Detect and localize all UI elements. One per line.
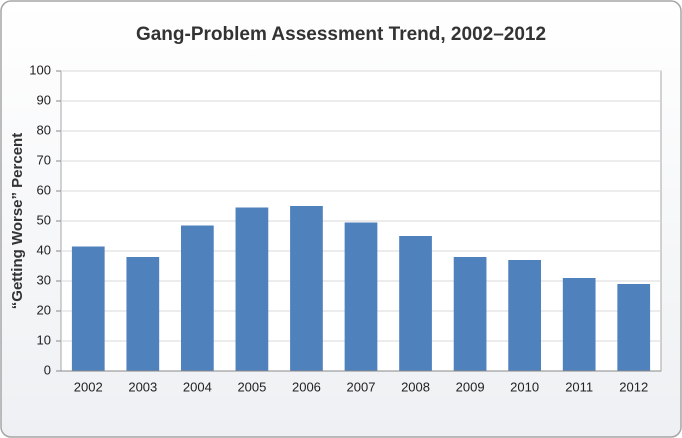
x-tick-label: 2012 [619,379,648,394]
y-tick-label: 60 [37,182,51,197]
x-tick-label: 2004 [183,379,212,394]
x-tick-label: 2003 [128,379,157,394]
x-tick-label: 2011 [565,379,593,394]
chart-title: Gang-Problem Assessment Trend, 2002–2012 [136,24,546,45]
y-tick-label: 20 [37,302,51,317]
bar [453,257,487,371]
bar [71,246,105,371]
x-tick-label: 2005 [237,379,266,394]
y-tick-label: 80 [37,122,51,137]
y-tick-label: 30 [37,272,51,287]
x-tick-label: 2010 [510,379,539,394]
x-tick-label: 2008 [401,379,430,394]
bar [562,278,596,371]
x-tick-label: 2002 [74,379,103,394]
y-tick-label: 70 [37,152,51,167]
x-tick-label: 2007 [347,379,376,394]
bar [126,257,160,371]
y-tick-label: 50 [37,212,51,227]
bar [344,222,378,371]
bar [399,236,432,371]
y-tick-label: 100 [29,62,51,77]
bar [235,207,269,371]
bar [617,284,651,371]
x-tick-label: 2006 [292,379,321,394]
y-tick-label: 90 [37,92,51,107]
bar [290,206,323,371]
y-tick-label: 40 [37,242,51,257]
y-tick-label: 10 [37,332,51,347]
x-tick-label: 2009 [456,379,485,394]
y-axis-label: “Getting Worse” Percent [9,133,26,309]
bar [181,225,214,371]
y-tick-label: 0 [44,362,51,377]
bar [508,260,541,371]
